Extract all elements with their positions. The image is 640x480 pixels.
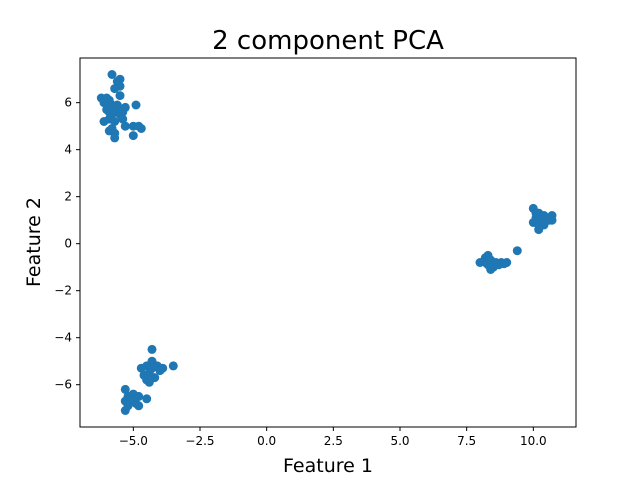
data-point xyxy=(547,215,557,225)
data-point xyxy=(126,394,136,404)
x-tick-label: 2.5 xyxy=(324,434,343,448)
data-point xyxy=(120,102,130,112)
x-tick-label: −2.5 xyxy=(185,434,214,448)
data-point xyxy=(531,208,541,218)
data-point xyxy=(110,84,120,94)
data-point xyxy=(534,225,544,235)
chart-title: 2 component PCA xyxy=(212,26,444,56)
data-point xyxy=(134,391,144,401)
x-tick-label: 0.0 xyxy=(257,434,276,448)
data-point xyxy=(120,121,130,131)
points-layer xyxy=(96,70,557,415)
data-point xyxy=(131,100,141,110)
data-point xyxy=(107,70,117,79)
data-point xyxy=(134,401,144,411)
y-tick-label: 4 xyxy=(64,143,72,157)
data-point xyxy=(136,363,146,373)
data-point xyxy=(99,117,109,126)
data-point xyxy=(147,344,157,354)
data-point xyxy=(115,91,125,101)
x-tick-label: 7.5 xyxy=(457,434,476,448)
data-point xyxy=(112,100,122,110)
x-axis-ticks: −5.0 −2.5 0.0 2.5 5.0 7.5 10.0 xyxy=(119,427,547,448)
data-point xyxy=(168,361,178,371)
data-point xyxy=(128,131,138,141)
data-point xyxy=(483,260,493,270)
x-axis-label: Feature 1 xyxy=(283,455,373,477)
data-point xyxy=(155,366,165,376)
y-axis-ticks: −6 −4 −2 0 2 4 6 xyxy=(54,96,80,392)
data-point xyxy=(499,259,509,269)
x-tick-label: −5.0 xyxy=(119,434,148,448)
data-point xyxy=(144,377,154,387)
y-tick-label: −4 xyxy=(54,331,72,345)
data-point xyxy=(118,114,128,124)
x-tick-label: 10.0 xyxy=(520,434,547,448)
data-point xyxy=(136,124,146,133)
y-axis-label: Feature 2 xyxy=(23,197,45,287)
data-point xyxy=(110,133,120,143)
data-point xyxy=(110,117,120,126)
y-tick-label: 0 xyxy=(64,237,72,251)
data-point xyxy=(512,246,522,256)
y-tick-label: 2 xyxy=(64,190,72,204)
data-point xyxy=(120,406,130,415)
data-point xyxy=(120,384,130,394)
data-point xyxy=(99,98,109,108)
data-point xyxy=(107,124,117,133)
data-point xyxy=(142,394,152,404)
x-tick-label: 5.0 xyxy=(390,434,409,448)
y-tick-label: 6 xyxy=(64,96,72,110)
y-tick-label: −6 xyxy=(54,378,72,392)
y-tick-label: −2 xyxy=(54,284,72,298)
